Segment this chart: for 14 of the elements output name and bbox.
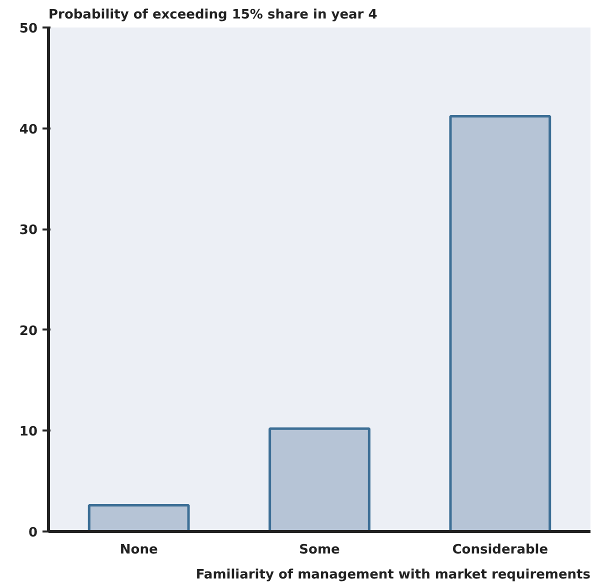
y-tick-label: 10 (19, 424, 38, 440)
y-tick-label: 0 (28, 526, 38, 540)
y-tick-label: 50 (19, 22, 38, 36)
x-tick-label: Considerable (452, 542, 548, 558)
chart-title: Probability of exceeding 15% share in year 4 (48, 8, 378, 22)
bar (449, 114, 552, 532)
bar (88, 504, 190, 532)
y-tick-label: 20 (19, 324, 38, 339)
x-tick-label: Some (299, 542, 340, 558)
x-axis-title: Familiarity of management with market requirements (196, 568, 591, 582)
bar (268, 427, 370, 532)
x-tick-label: None (120, 542, 158, 558)
y-tick-label: 40 (19, 122, 38, 138)
y-tick-label: 30 (19, 223, 38, 238)
